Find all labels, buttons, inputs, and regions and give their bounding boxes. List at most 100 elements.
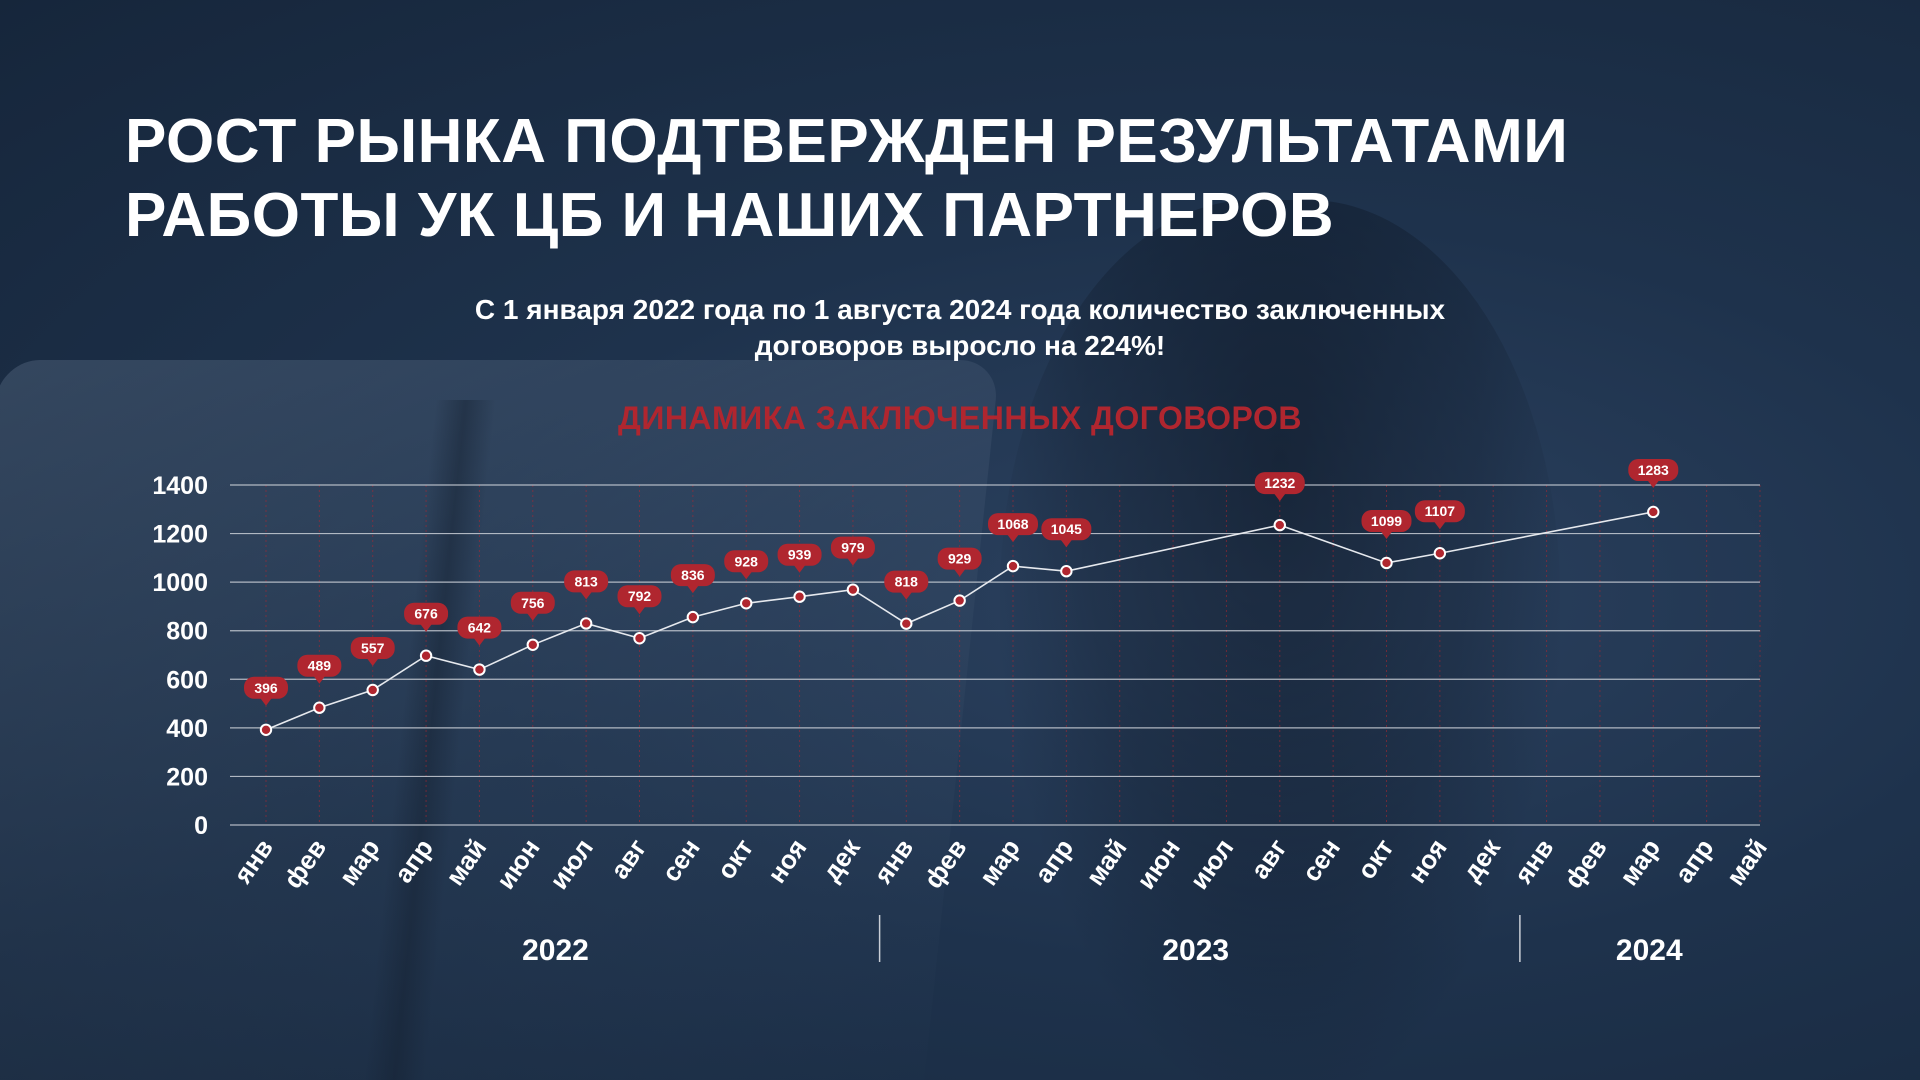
- x-tick-label: дек: [816, 832, 866, 886]
- page-title-line-2: РАБОТЫ УК ЦБ И НАШИХ ПАРТНЕРОВ: [125, 181, 1335, 250]
- data-point: [313, 701, 326, 714]
- data-label: 1107: [1425, 503, 1456, 519]
- data-label-bubble: [1414, 500, 1465, 523]
- y-tick-label: 200: [166, 763, 208, 791]
- page-title-line-1: РОСТ РЫНКА ПОДТВЕРЖДЕН РЕЗУЛЬТАТАМИ: [125, 107, 1569, 176]
- data-point: [633, 632, 646, 645]
- x-tick-label: июл: [1184, 833, 1240, 894]
- data-label-pointer: [420, 623, 433, 632]
- data-label-pointer: [740, 571, 753, 580]
- data-label-pointer: [1433, 521, 1446, 530]
- x-tick-label: мар: [333, 833, 386, 891]
- x-tick-label: июн: [490, 833, 545, 894]
- x-tick-label: фев: [918, 833, 973, 894]
- x-tick-label: ноя: [1402, 833, 1453, 888]
- x-tick-label: май: [1080, 833, 1133, 891]
- data-point: [793, 590, 806, 603]
- data-point: [579, 617, 593, 630]
- y-tick-label: 800: [166, 618, 208, 646]
- data-point: [1380, 556, 1393, 570]
- data-label: 1232: [1264, 475, 1295, 491]
- data-label-bubble: [244, 676, 288, 699]
- data-label-pointer: [846, 557, 859, 566]
- data-label-pointer: [1647, 479, 1660, 488]
- data-label: 813: [574, 573, 598, 589]
- data-label-pointer: [900, 591, 913, 600]
- data-label: 676: [414, 606, 438, 622]
- data-label-pointer: [366, 657, 379, 666]
- data-label-bubble: [617, 585, 662, 608]
- data-label-pointer: [1007, 534, 1019, 543]
- data-label: 642: [468, 620, 492, 636]
- data-label-bubble: [937, 547, 982, 570]
- data-label: 756: [521, 595, 545, 611]
- y-tick-label: 0: [194, 812, 208, 840]
- page-subtitle-line-1: С 1 января 2022 года по 1 августа 2024 г…: [474, 294, 1446, 325]
- data-label-pointer: [686, 585, 699, 594]
- data-label-pointer: [953, 568, 966, 577]
- data-point: [1060, 565, 1073, 578]
- data-label-pointer: [1273, 493, 1286, 502]
- x-tick-label: янв: [227, 833, 279, 889]
- x-tick-label: апр: [388, 833, 439, 888]
- data-point: [953, 594, 966, 607]
- data-label: 1068: [997, 516, 1028, 532]
- data-label: 929: [948, 551, 972, 567]
- data-point: [846, 583, 860, 596]
- x-tick-label: сен: [1296, 833, 1346, 887]
- data-label-bubble: [1254, 472, 1305, 495]
- data-label-pointer: [580, 591, 593, 600]
- x-tick-label: авг: [604, 833, 652, 884]
- data-label-pointer: [313, 675, 326, 684]
- data-label-bubble: [884, 570, 929, 593]
- data-label-bubble: [457, 616, 502, 639]
- data-point: [526, 638, 539, 651]
- x-tick-label: окт: [1351, 833, 1400, 885]
- x-tick-label: сен: [656, 833, 706, 887]
- y-tick-label: 1400: [152, 472, 208, 500]
- data-label: 792: [628, 588, 652, 604]
- data-label: 1099: [1371, 513, 1402, 529]
- year-label: 2024: [1616, 934, 1683, 967]
- data-label: 939: [788, 547, 812, 563]
- x-tick-label: май: [439, 833, 492, 891]
- data-label: 818: [895, 574, 919, 590]
- data-label: 836: [681, 567, 705, 583]
- data-label: 396: [254, 680, 278, 696]
- data-label: 489: [308, 658, 332, 674]
- data-point: [419, 649, 433, 662]
- x-tick-label: фев: [277, 833, 332, 894]
- data-label-pointer: [633, 606, 646, 615]
- data-point: [900, 617, 913, 630]
- x-tick-label: янв: [1507, 833, 1559, 889]
- y-tick-label: 1200: [152, 521, 208, 549]
- data-point: [473, 663, 486, 676]
- data-label-bubble: [1361, 509, 1412, 532]
- y-tick-label: 400: [166, 715, 208, 743]
- x-tick-label: дек: [1456, 832, 1506, 886]
- page-subtitle: С 1 января 2022 года по 1 августа 2024 г…: [360, 292, 1560, 364]
- page-title: РОСТ РЫНКА ПОДТВЕРЖДЕН РЕЗУЛЬТАТАМИ РАБО…: [125, 105, 1725, 253]
- data-label-bubble: [1628, 458, 1679, 481]
- series-line: [265, 511, 1654, 731]
- data-label-bubble: [670, 564, 715, 587]
- data-label-pointer: [793, 564, 806, 573]
- x-tick-label: апр: [1669, 833, 1720, 888]
- data-point: [259, 723, 273, 736]
- data-label-bubble: [297, 654, 342, 677]
- data-label-bubble: [350, 636, 395, 659]
- data-label-pointer: [473, 637, 486, 646]
- data-label-bubble: [564, 570, 609, 593]
- data-label: 1045: [1051, 521, 1082, 537]
- y-tick-label: 600: [166, 666, 208, 694]
- x-tick-label: ноя: [761, 833, 812, 888]
- year-label: 2022: [522, 934, 589, 967]
- data-label-pointer: [260, 697, 272, 706]
- data-label-bubble: [988, 513, 1038, 536]
- data-label-bubble: [510, 591, 555, 614]
- x-tick-label: окт: [711, 833, 760, 885]
- data-point: [366, 683, 379, 697]
- data-label: 928: [735, 553, 759, 569]
